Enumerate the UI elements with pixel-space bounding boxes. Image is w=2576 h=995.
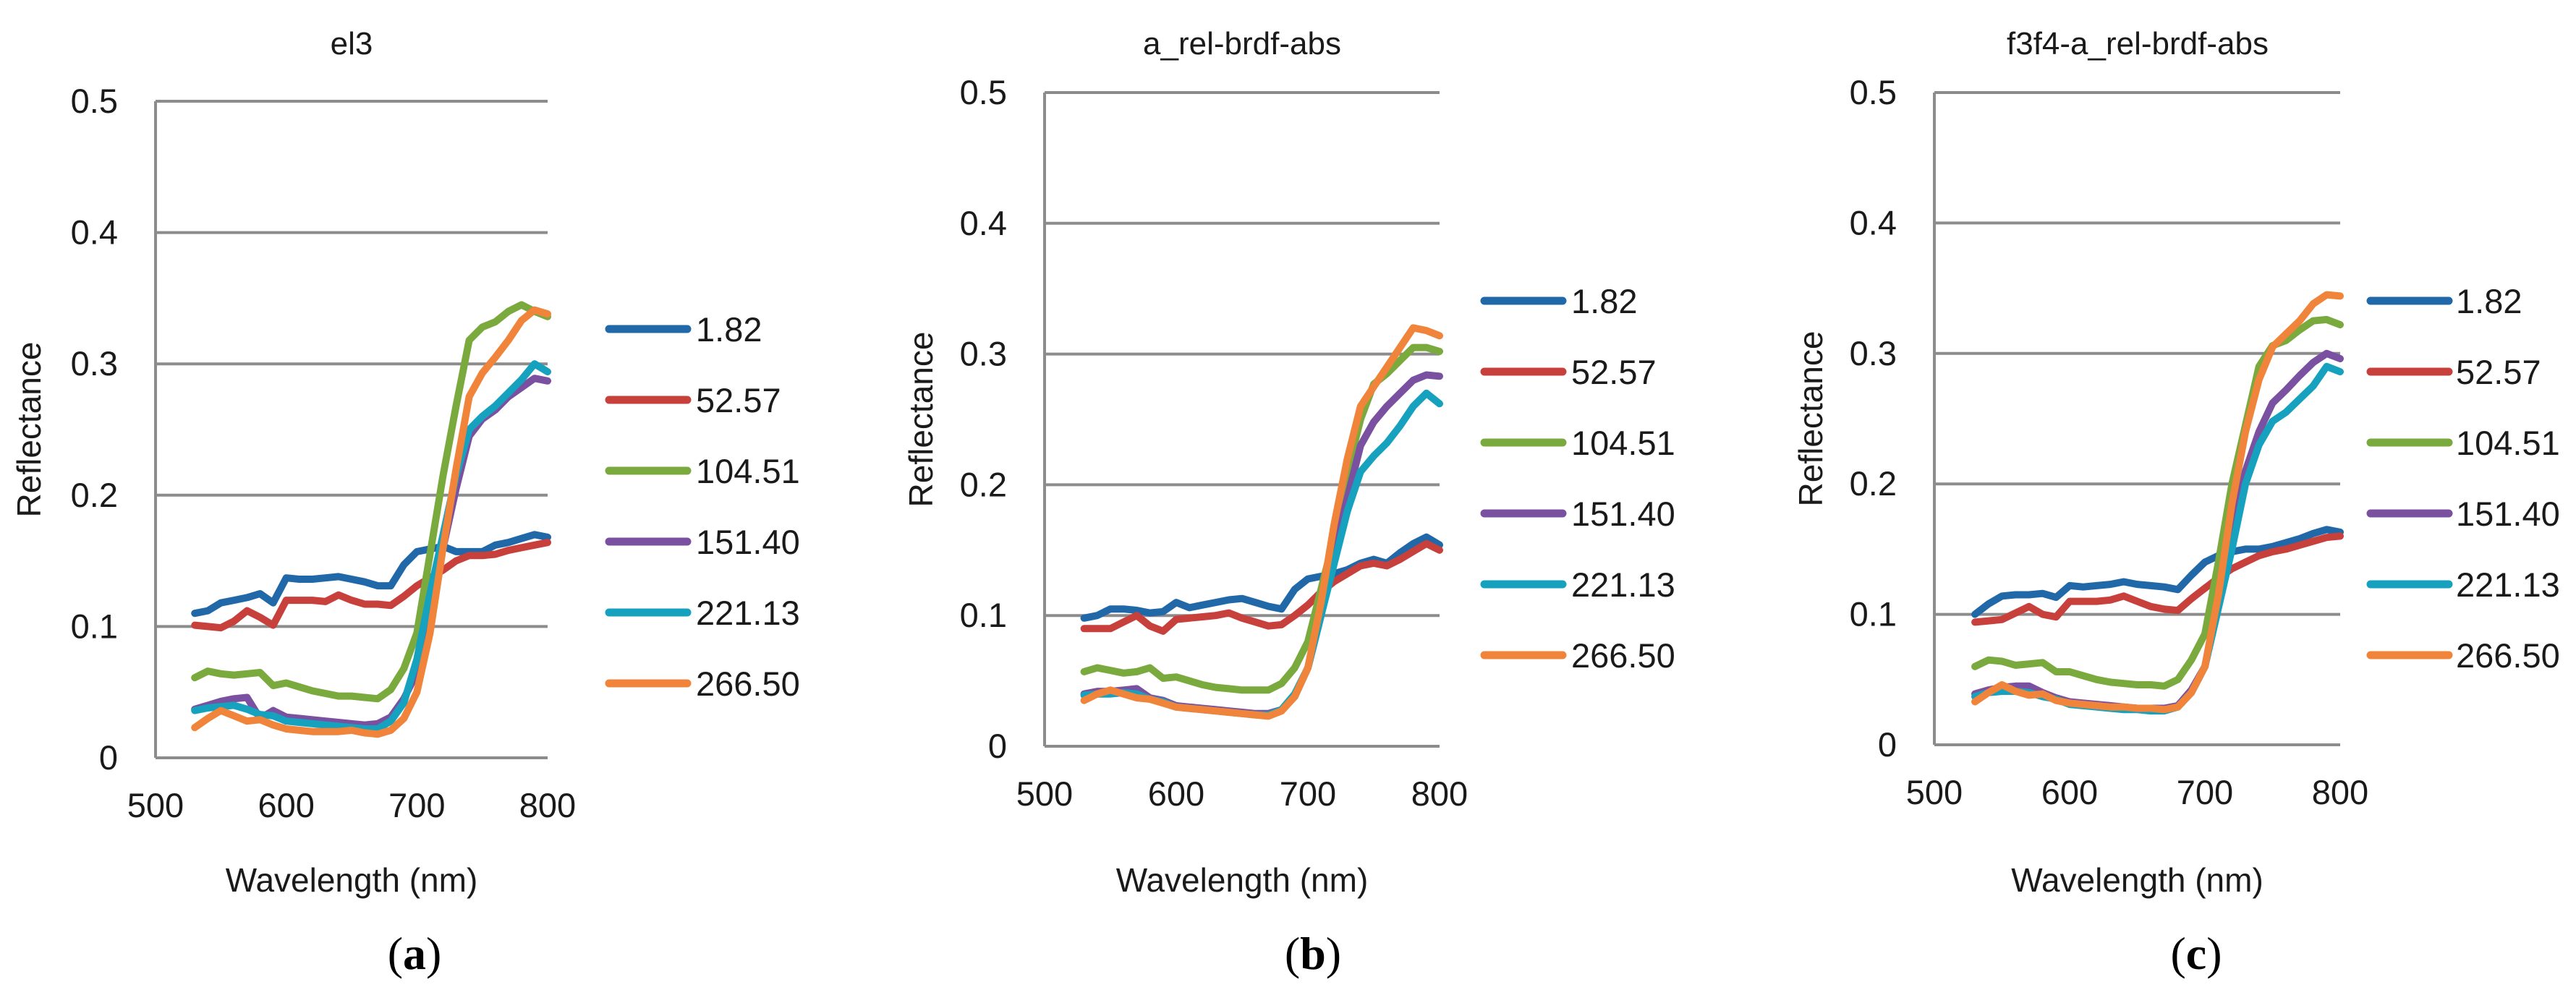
panel-a-ytick-label: 0.5	[71, 82, 118, 120]
panel-a-title: el3	[331, 26, 373, 61]
panel-a-xtick-label: 700	[388, 786, 445, 824]
panel-c-title: f3f4-a_rel-brdf-abs	[2007, 26, 2269, 61]
panel-b-ytick-label: 0.5	[960, 73, 1007, 111]
panel-b-ytick-label: 0.2	[960, 465, 1007, 503]
panel-a-series-266.50	[191, 306, 551, 738]
panel-b-legend-label-52.57: 52.57	[1571, 353, 1657, 391]
panel-a-ylabel: Reflectance	[10, 342, 48, 518]
panel-a-legend-label-151.40: 151.40	[696, 523, 800, 561]
panel-b-xtick-label: 600	[1148, 774, 1204, 813]
panel-a-ytick-label: 0.4	[71, 213, 118, 252]
panel-a-series-1.82	[191, 531, 551, 618]
panel-c-legend-label-1.82: 1.82	[2456, 282, 2522, 320]
panel-b-legend-label-151.40: 151.40	[1571, 495, 1675, 533]
panel-c-xtick-label: 700	[2177, 773, 2233, 811]
panel-b-xlabel: Wavelength (nm)	[1116, 861, 1369, 899]
panel-b-ylabel: Reflectance	[902, 332, 940, 508]
panel-c-ytick-label: 0.5	[1850, 73, 1897, 111]
panel-a-legend-label-104.51: 104.51	[696, 452, 800, 490]
panel-a-xlabel: Wavelength (nm)	[226, 861, 478, 899]
panel-c-ytick-label: 0.2	[1850, 464, 1897, 503]
panel-b-series-1.82	[1080, 533, 1443, 622]
panel-c-legend-label-151.40: 151.40	[2456, 495, 2560, 533]
panel-c-xtick-label: 800	[2312, 773, 2368, 811]
panel-b-series-52.57	[1080, 539, 1443, 635]
panel-b-legend-label-1.82: 1.82	[1571, 282, 1637, 320]
panel-a-xtick-label: 500	[127, 786, 184, 824]
panel-b-xtick-label: 800	[1411, 774, 1468, 813]
panel-b-ytick-label: 0	[988, 727, 1007, 765]
panel-a-ytick-label: 0	[99, 738, 118, 777]
panel-a-legend-label-221.13: 221.13	[696, 594, 800, 632]
panel-c-legend-label-104.51: 104.51	[2456, 424, 2560, 462]
panel-c-series-151.40	[1971, 349, 2344, 712]
panel-b-ytick-label: 0.4	[960, 204, 1007, 242]
panel-b-caption: (b)	[1285, 928, 1341, 979]
panel-c-ytick-label: 0.4	[1850, 203, 1897, 242]
panel-c-xlabel: Wavelength (nm)	[2011, 861, 2263, 899]
panel-a-legend-label-52.57: 52.57	[696, 381, 781, 419]
panel-a-xtick-label: 600	[258, 786, 314, 824]
panel-a-series-221.13	[191, 360, 551, 733]
panel-b-series-151.40	[1080, 371, 1443, 717]
panel-a-ytick-label: 0.2	[71, 476, 118, 514]
panel-c-ytick-label: 0.3	[1850, 334, 1897, 372]
panel-b-series-266.50	[1080, 324, 1443, 720]
panel-a-series-104.51	[191, 301, 551, 703]
panel-b-ytick-label: 0.1	[960, 596, 1007, 634]
panel-b-legend-label-266.50: 266.50	[1571, 636, 1675, 675]
panel-b-ytick-label: 0.3	[960, 335, 1007, 373]
panel-a-xtick-label: 800	[519, 786, 576, 824]
panel-c-legend-label-266.50: 266.50	[2456, 636, 2560, 675]
panel-c-series-266.50	[1971, 291, 2344, 714]
panel-c-legend-label-52.57: 52.57	[2456, 353, 2541, 391]
panel-a-caption: (a)	[388, 928, 442, 979]
panel-c-series-104.51	[1971, 315, 2344, 690]
panel-a-ytick-label: 0.3	[71, 344, 118, 383]
panel-c-ylabel: Reflectance	[1792, 331, 1829, 507]
panel-c-caption: (c)	[2170, 928, 2222, 979]
panel-a-legend-label-1.82: 1.82	[696, 310, 762, 349]
panel-a-legend-label-266.50: 266.50	[696, 665, 800, 703]
panel-a-ytick-label: 0.1	[71, 607, 118, 645]
panel-b-series-221.13	[1080, 389, 1443, 719]
panel-b-xtick-label: 500	[1016, 774, 1073, 813]
panel-c-xtick-label: 500	[1906, 773, 1963, 811]
panel-c-ytick-label: 0.1	[1850, 595, 1897, 633]
panel-c-xtick-label: 600	[2041, 773, 2098, 811]
panel-c-series-52.57	[1971, 532, 2344, 626]
panel-c-ytick-label: 0	[1878, 725, 1897, 764]
panel-b-legend-label-221.13: 221.13	[1571, 565, 1675, 604]
panel-b-series-104.51	[1080, 343, 1443, 694]
panel-a-series-52.57	[191, 539, 551, 632]
panel-b-xtick-label: 700	[1280, 774, 1336, 813]
panel-c-series-1.82	[1971, 526, 2344, 618]
panel-c-legend-label-221.13: 221.13	[2456, 565, 2560, 604]
panel-b-title: a_rel-brdf-abs	[1143, 26, 1341, 61]
panel-c-series-221.13	[1971, 362, 2344, 715]
panel-b-legend-label-104.51: 104.51	[1571, 424, 1675, 462]
